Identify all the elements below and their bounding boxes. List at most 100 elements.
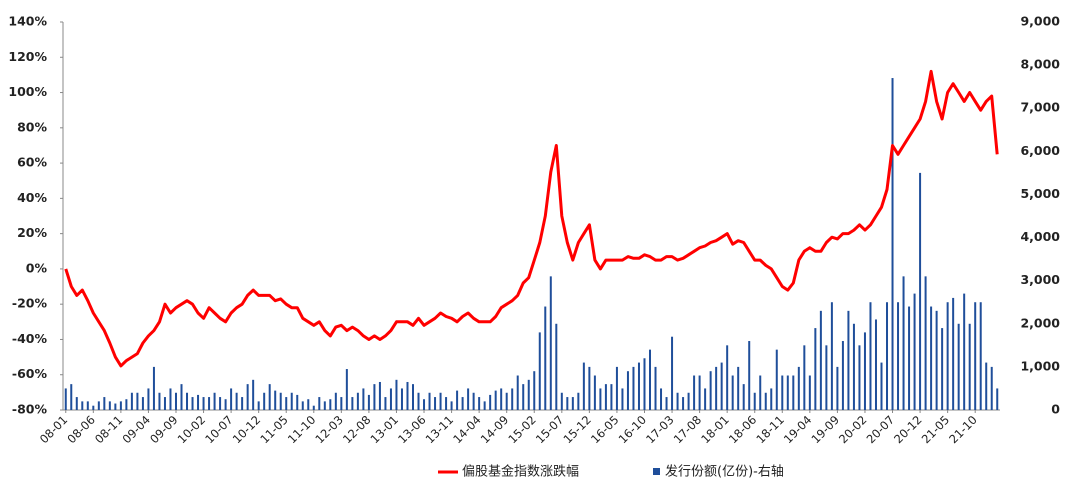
bar <box>406 381 409 410</box>
bar <box>356 392 359 410</box>
bar <box>615 366 618 410</box>
bar <box>604 384 607 410</box>
bar <box>731 375 734 410</box>
bar <box>136 392 139 410</box>
bar <box>428 392 431 410</box>
y-tick-label: 60% <box>17 155 47 170</box>
bar <box>395 379 398 410</box>
y2-tick-label: 4,000 <box>1020 229 1060 244</box>
x-tick-label: 13-01 <box>368 413 402 447</box>
bar <box>86 401 89 410</box>
bar <box>742 384 745 410</box>
bar <box>461 397 464 410</box>
bar <box>786 375 789 410</box>
bar <box>450 401 453 410</box>
bar <box>290 392 293 410</box>
bar <box>274 390 277 410</box>
bar <box>908 306 911 410</box>
bar <box>830 302 833 410</box>
y2-tick-label: 1,000 <box>1020 358 1060 373</box>
bar <box>246 384 249 410</box>
bar <box>483 401 486 410</box>
bar <box>158 392 161 410</box>
bar <box>147 388 150 410</box>
x-tick-label: 18-06 <box>726 413 760 447</box>
bar <box>108 401 111 410</box>
bar <box>169 388 172 410</box>
bar <box>643 358 646 410</box>
bar <box>230 388 233 410</box>
y2-tick-label: 3,000 <box>1020 272 1060 287</box>
bar <box>445 397 448 410</box>
x-tick-label: 18-11 <box>753 413 787 447</box>
bar <box>698 375 701 410</box>
bar <box>676 392 679 410</box>
bar <box>197 394 200 410</box>
bar <box>163 397 166 410</box>
x-tick-label: 16-05 <box>588 413 622 447</box>
bar <box>621 388 624 410</box>
bar <box>285 397 288 410</box>
bar <box>533 371 536 410</box>
y2-tick-label: 7,000 <box>1020 100 1060 115</box>
bar <box>577 392 580 410</box>
bar <box>75 397 78 410</box>
x-tick-label: 11-05 <box>257 413 291 447</box>
bar <box>478 397 481 410</box>
bar <box>307 399 310 410</box>
bar <box>318 397 321 410</box>
bar <box>682 397 685 410</box>
bar <box>571 397 574 410</box>
x-tick-label: 10-12 <box>230 413 264 447</box>
y-tick-label: -40% <box>12 331 48 346</box>
bar <box>92 405 95 410</box>
bar <box>847 310 850 410</box>
bar <box>202 397 205 410</box>
bar <box>836 366 839 410</box>
bar <box>654 366 657 410</box>
y-tick-label: 120% <box>8 49 47 64</box>
bar <box>869 302 872 410</box>
bar <box>400 388 403 410</box>
bar <box>500 388 503 410</box>
bar <box>814 328 817 410</box>
y-tick-label: -80% <box>12 402 48 417</box>
bar <box>693 375 696 410</box>
bar <box>913 293 916 410</box>
bar <box>726 345 729 410</box>
bar <box>257 401 260 410</box>
bar <box>263 392 266 410</box>
bar <box>555 323 558 410</box>
x-tick-label: 12-08 <box>340 413 374 447</box>
x-tick-label: 15-02 <box>505 413 539 447</box>
bar <box>720 362 723 410</box>
bar <box>268 384 271 410</box>
bar <box>522 384 525 410</box>
legend-swatch <box>653 468 660 475</box>
bar <box>367 394 370 410</box>
bar <box>384 397 387 410</box>
bar <box>759 375 762 410</box>
y-tick-label: 140% <box>8 14 47 29</box>
bar <box>819 310 822 410</box>
bar <box>770 388 773 410</box>
x-tick-label: 20-07 <box>864 413 898 447</box>
x-tick-label: 12-03 <box>312 413 346 447</box>
bar <box>119 401 122 410</box>
bar <box>874 319 877 410</box>
bar <box>897 302 900 410</box>
x-tick-label: 13-06 <box>395 413 429 447</box>
x-tick-label: 19-04 <box>781 413 815 447</box>
bar <box>423 399 426 410</box>
bar <box>373 384 376 410</box>
bar <box>417 392 420 410</box>
bar <box>852 323 855 410</box>
y2-tick-label: 8,000 <box>1020 57 1060 72</box>
bar <box>968 323 971 410</box>
legend-label: 偏股基金指数涨跌幅 <box>462 464 579 480</box>
bar <box>803 345 806 410</box>
bar <box>637 362 640 410</box>
bar <box>985 362 988 410</box>
bar <box>808 375 811 410</box>
bar <box>362 388 365 410</box>
